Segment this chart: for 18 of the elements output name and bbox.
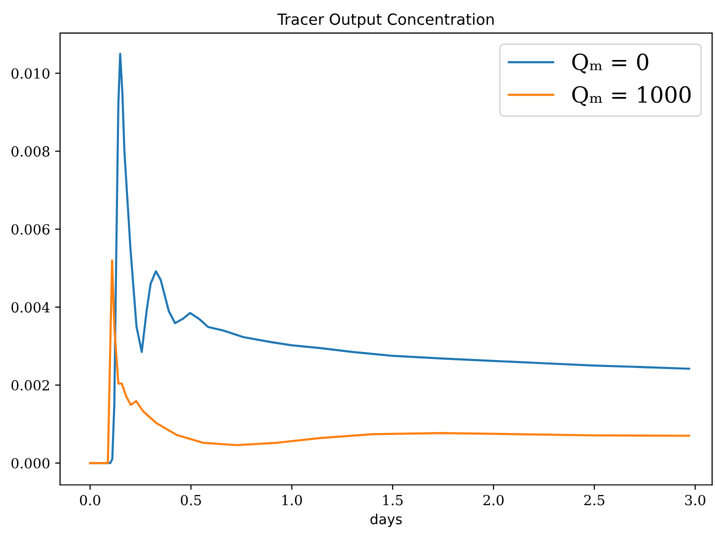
x-tick-label: 1.0 (282, 494, 302, 506)
x-tick-label: 0.5 (180, 494, 201, 506)
chart-title: Tracer Output Concentration (277, 13, 494, 28)
y-tick-label: 0.006 (11, 224, 50, 235)
y-tick-label: 0.004 (11, 302, 50, 313)
x-tick-label: 1.5 (383, 494, 403, 506)
x-tick-label: 2.5 (584, 494, 604, 506)
line-series (89, 259, 690, 464)
x-tick-label: 2.0 (483, 494, 504, 506)
y-tick-label: 0.000 (11, 458, 50, 469)
x-axis-title: days (370, 514, 402, 528)
legend-label: Qₘ = 1000 (572, 86, 691, 106)
y-tick-label: 0.002 (11, 380, 49, 391)
x-tick-label: 3.0 (685, 494, 706, 506)
x-tick-label: 0.0 (80, 494, 100, 506)
legend-label: Qₘ = 0 (572, 54, 648, 74)
y-tick-label: 0.010 (11, 68, 50, 79)
y-tick-label: 0.008 (11, 146, 50, 157)
